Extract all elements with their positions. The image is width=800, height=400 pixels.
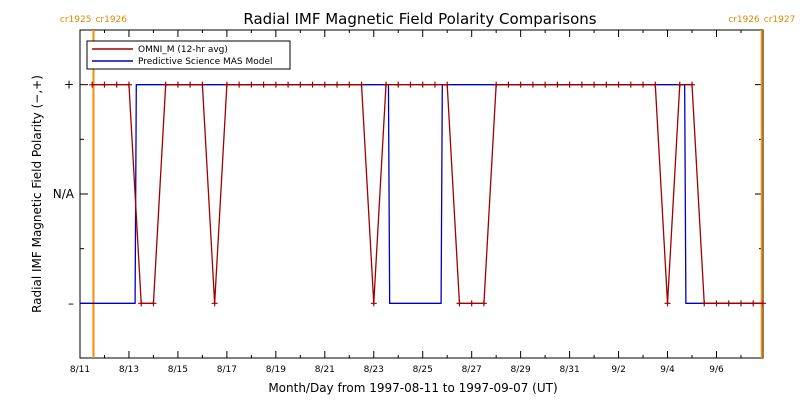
plot-area: 8/11 8/13 8/15 8/17 8/19 8/21 8/23 8/25 8/27 8/29… <box>53 29 766 375</box>
omni-data-point <box>750 300 757 307</box>
omni-data-point <box>297 81 304 88</box>
x-tick-label: 8/11 <box>70 365 90 375</box>
omni-data-point <box>150 300 157 307</box>
x-axis-label: Month/Day from 1997-08-11 to 1997-09-07 … <box>268 381 557 395</box>
omni-data-point <box>174 81 181 88</box>
x-tick-label: 8/27 <box>462 365 482 375</box>
omni-data-point <box>431 81 438 88</box>
omni-data-point <box>676 81 683 88</box>
omni-data-point <box>199 81 206 88</box>
omni-data-point <box>407 81 414 88</box>
x-tick-label: 8/25 <box>413 365 433 375</box>
omni-data-point <box>468 300 475 307</box>
omni-data-point <box>652 81 659 88</box>
omni-data-point <box>566 81 573 88</box>
omni-data-point <box>358 81 365 88</box>
series-line-omni <box>92 84 763 304</box>
cr-label-right-cr1927: cr1927 <box>764 15 796 25</box>
legend-box <box>86 40 291 70</box>
x-tick-label: 8/31 <box>559 365 579 375</box>
cr-label-left-cr1926: cr1926 <box>728 15 760 25</box>
y-tick-label: N/A <box>53 187 75 201</box>
y-axis-label: Radial IMF Magnetic Field Polarity (−,+) <box>30 75 44 313</box>
x-tick-label: 8/19 <box>266 365 286 375</box>
legend-label-omni: OMNI_M (12-hr avg) <box>138 45 228 55</box>
omni-data-point <box>272 81 279 88</box>
omni-data-point <box>591 81 598 88</box>
omni-data-point <box>480 300 487 307</box>
omni-data-point <box>603 81 610 88</box>
omni-data-point <box>89 81 96 88</box>
plot-frame <box>79 29 764 359</box>
x-tick-label: 8/29 <box>511 365 531 375</box>
omni-data-point <box>444 81 451 88</box>
omni-data-point <box>321 81 328 88</box>
legend: OMNI_M (12-hr avg) Predictive Science MA… <box>86 40 291 70</box>
omni-data-point <box>101 81 108 88</box>
omni-data-point <box>713 300 720 307</box>
omni-data-point <box>260 81 267 88</box>
omni-data-point <box>125 81 132 88</box>
omni-data-point <box>505 81 512 88</box>
omni-data-point <box>627 81 634 88</box>
x-tick-label: 9/4 <box>660 365 675 375</box>
cr-label-left-cr1925: cr1925 <box>60 15 92 25</box>
chart-title: Radial IMF Magnetic Field Polarity Compa… <box>243 10 596 28</box>
omni-data-point <box>578 81 585 88</box>
omni-data-point <box>162 81 169 88</box>
omni-data-point <box>211 300 218 307</box>
omni-data-point <box>223 81 230 88</box>
x-tick-label: 8/21 <box>315 365 335 375</box>
omni-data-point <box>554 81 561 88</box>
omni-data-point <box>529 81 536 88</box>
x-tick-label: 8/15 <box>168 365 188 375</box>
x-tick-label: 9/2 <box>611 365 625 375</box>
omni-data-point <box>138 300 145 307</box>
omni-data-point <box>640 81 647 88</box>
omni-data-point <box>248 81 255 88</box>
omni-data-point <box>456 300 463 307</box>
omni-data-point <box>615 81 622 88</box>
y-tick-label: – <box>68 296 74 310</box>
omni-data-point <box>309 81 316 88</box>
omni-data-point <box>285 81 292 88</box>
omni-data-point <box>346 81 353 88</box>
omni-data-point <box>517 81 524 88</box>
series-line-mas-model <box>80 84 763 304</box>
omni-data-point <box>689 81 696 88</box>
x-tick-label: 8/13 <box>119 365 139 375</box>
omni-data-point <box>187 81 194 88</box>
y-tick-label: + <box>64 78 74 92</box>
legend-label-mas: Predictive Science MAS Model <box>138 57 273 67</box>
omni-data-point <box>760 300 766 307</box>
omni-data-point <box>493 81 500 88</box>
omni-data-point <box>725 300 732 307</box>
cr-label-right-cr1926: cr1926 <box>95 15 127 25</box>
omni-data-point <box>664 300 671 307</box>
x-tick-label: 9/6 <box>709 365 724 375</box>
omni-data-point <box>383 81 390 88</box>
omni-data-point <box>334 81 341 88</box>
omni-data-point <box>737 300 744 307</box>
omni-data-point <box>542 81 549 88</box>
omni-data-point <box>113 81 120 88</box>
x-tick-label: 8/17 <box>217 365 237 375</box>
omni-data-point <box>701 300 708 307</box>
omni-data-point <box>395 81 402 88</box>
omni-data-point <box>370 300 377 307</box>
omni-data-point <box>236 81 243 88</box>
omni-data-point <box>419 81 426 88</box>
x-tick-label: 8/23 <box>364 365 384 375</box>
